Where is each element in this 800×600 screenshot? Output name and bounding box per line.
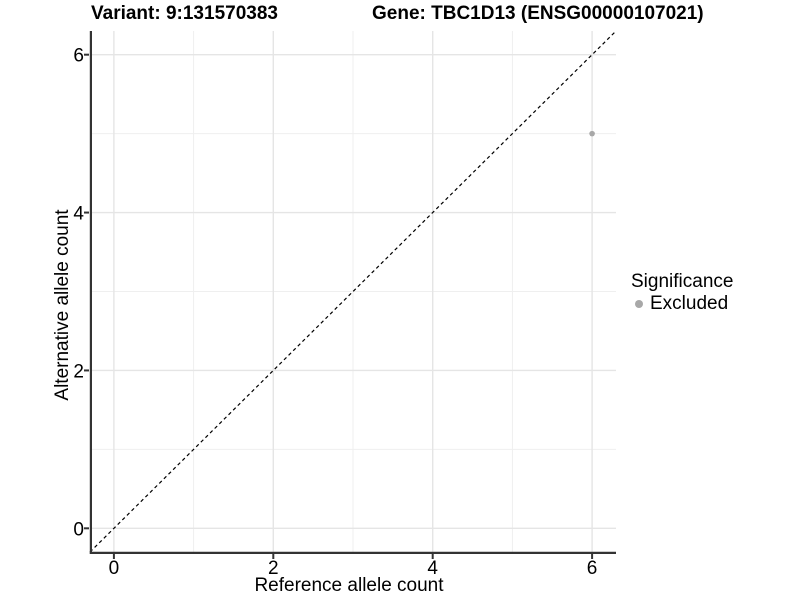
x-tick-label: 6 <box>587 558 598 579</box>
x-axis-title: Reference allele count <box>254 575 444 596</box>
x-tick-label: 2 <box>268 558 279 579</box>
variant-title: Variant: 9:131570383 <box>91 3 278 24</box>
x-tick-label: 4 <box>427 558 438 579</box>
x-tick-label: 0 <box>109 558 120 579</box>
y-tick-label: 6 <box>73 46 84 67</box>
y-tick-label: 4 <box>73 204 84 225</box>
legend-title: Significance <box>631 271 734 292</box>
y-tick-label: 0 <box>73 519 84 540</box>
y-tick-label: 2 <box>73 361 84 382</box>
legend-item-excluded: Excluded <box>631 293 733 314</box>
legend-item-label: Excluded <box>650 293 729 314</box>
legend: Significance Excluded <box>631 271 733 314</box>
gene-title: Gene: TBC1D13 (ENSG00000107021) <box>372 3 704 24</box>
excluded-point-icon <box>635 299 643 308</box>
data-point <box>589 130 595 137</box>
y-axis-title: Alternative allele count <box>52 209 73 401</box>
